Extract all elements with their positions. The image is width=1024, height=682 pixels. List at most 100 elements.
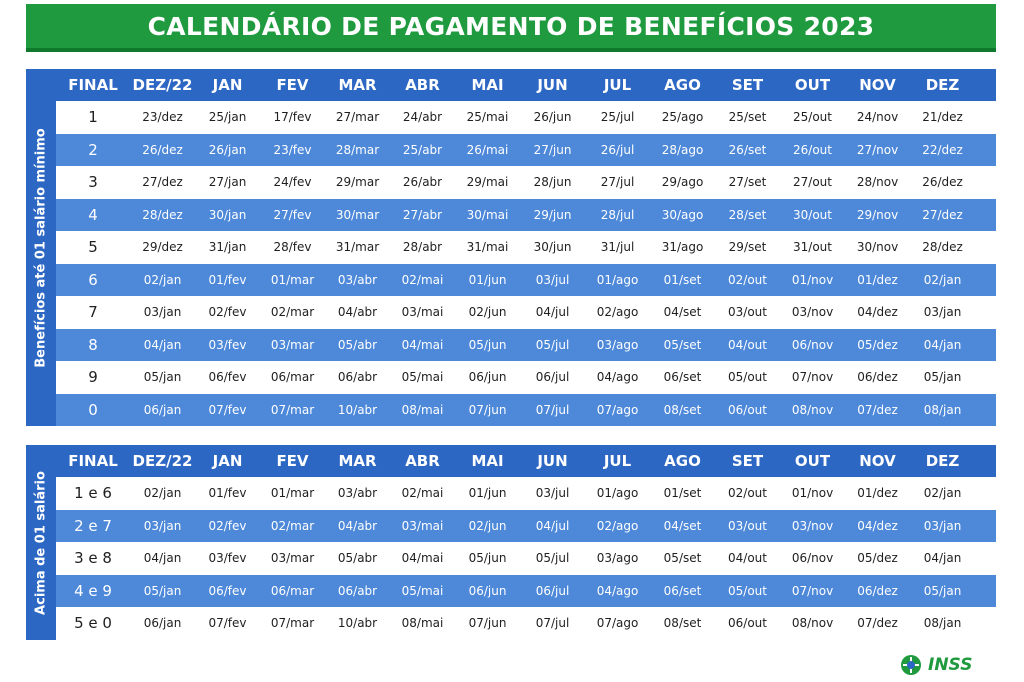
payment-date-cell: 06/set: [663, 370, 702, 385]
payment-date-cell: 03/jul: [535, 272, 570, 287]
payment-date-cell: 03/ago: [596, 551, 639, 566]
payment-date-cell: 07/jun: [468, 616, 507, 631]
payment-date-cell: 05/jul: [535, 551, 570, 566]
payment-date-cell: 31/jul: [600, 240, 635, 255]
payment-date-cell: 26/out: [793, 142, 832, 157]
payment-date-cell: 05/mai: [401, 370, 444, 385]
payment-date-cell: 27/out: [793, 175, 832, 190]
payment-date-cell: 01/jun: [468, 272, 507, 287]
table-row: 9 05/jan 06/fev 06/mar 06/abr 05/mai 06/jun 06/…: [56, 361, 996, 394]
payment-date-cell: 27/dez: [142, 175, 183, 190]
payment-date-cell: 29/jun: [533, 207, 572, 222]
table-row: 1 23/dez 25/jan 17/fev 27/mar 24/abr 25/mai 26/…: [56, 101, 996, 134]
payment-date-cell: 30/jan: [208, 207, 247, 222]
column-header-month: OUT: [794, 76, 831, 94]
table-row: 6 02/jan 01/fev 01/mar 03/abr 02/mai 01/jun 03/…: [56, 263, 996, 296]
payment-date-cell: 07/fev: [208, 402, 247, 417]
final-digit-cell: 2 e 7: [74, 516, 112, 535]
payment-date-cell: 02/mar: [270, 518, 315, 533]
title-banner: CALENDÁRIO DE PAGAMENTO DE BENEFÍCIOS 20…: [26, 4, 996, 52]
payment-date-cell: 02/mar: [270, 305, 315, 320]
payment-date-cell: 03/jan: [923, 305, 962, 320]
header-row: FINAL DEZ/22 JAN FEV MAR ABR MAI JUN JUL AGO SET OU…: [56, 69, 996, 101]
payment-table: FINAL DEZ/22 JAN FEV MAR ABR MAI JUN JUL AGO SET OU…: [56, 69, 996, 426]
payment-date-cell: 04/jan: [923, 337, 962, 352]
column-header-month: DEZ/22: [132, 452, 193, 470]
payment-date-cell: 06/fev: [208, 583, 247, 598]
column-header-month: SET: [731, 76, 764, 94]
payment-date-cell: 25/set: [728, 110, 767, 125]
payment-date-cell: 08/nov: [791, 402, 834, 417]
column-header-month: MAI: [471, 452, 504, 470]
payment-date-cell: 02/jun: [468, 305, 507, 320]
table-row: 3 e 8 04/jan 03/fev 03/mar 05/abr 04/mai 05/ju…: [56, 542, 996, 575]
payment-date-cell: 27/fev: [273, 207, 312, 222]
payment-date-cell: 28/set: [728, 207, 767, 222]
payment-date-cell: 04/jan: [923, 551, 962, 566]
payment-date-cell: 02/ago: [596, 305, 639, 320]
payment-date-cell: 06/abr: [337, 370, 378, 385]
payment-date-cell: 08/set: [663, 402, 702, 417]
table-row: 5 e 0 06/jan 07/fev 07/mar 10/abr 08/mai 07/ju…: [56, 607, 996, 640]
payment-date-cell: 31/out: [793, 240, 832, 255]
final-digit-cell: 4 e 9: [74, 581, 112, 600]
payment-date-cell: 05/jan: [923, 583, 962, 598]
payment-date-cell: 03/abr: [337, 486, 378, 501]
payment-date-cell: 03/mai: [401, 518, 444, 533]
payment-date-cell: 04/jan: [143, 551, 182, 566]
payment-date-cell: 01/fev: [208, 486, 247, 501]
payment-date-cell: 24/abr: [402, 110, 443, 125]
payment-date-cell: 03/out: [728, 518, 767, 533]
payment-date-cell: 26/jun: [533, 110, 572, 125]
payment-date-cell: 04/out: [728, 337, 767, 352]
payment-date-cell: 02/mai: [401, 272, 444, 287]
payment-date-cell: 29/dez: [142, 240, 183, 255]
payment-date-cell: 07/jul: [535, 616, 570, 631]
payment-date-cell: 03/nov: [791, 305, 834, 320]
column-header-month: JAN: [212, 452, 243, 470]
payment-date-cell: 30/nov: [856, 240, 899, 255]
payment-date-cell: 03/mar: [270, 337, 315, 352]
payment-date-cell: 01/ago: [596, 272, 639, 287]
payment-date-cell: 08/jan: [923, 402, 962, 417]
payment-date-cell: 30/out: [793, 207, 832, 222]
payment-date-cell: 02/jan: [143, 486, 182, 501]
payment-date-cell: 02/jan: [923, 486, 962, 501]
payment-date-cell: 07/jul: [535, 402, 570, 417]
payment-date-cell: 03/jan: [923, 518, 962, 533]
table-row: 1 e 6 02/jan 01/fev 01/mar 03/abr 02/mai 01/ju…: [56, 477, 996, 510]
final-digit-cell: 6: [88, 270, 98, 289]
payment-date-cell: 23/dez: [142, 110, 183, 125]
payment-date-cell: 26/dez: [142, 142, 183, 157]
payment-date-cell: 29/mai: [466, 175, 509, 190]
payment-date-cell: 01/jun: [468, 486, 507, 501]
payment-date-cell: 03/jul: [535, 486, 570, 501]
payment-date-cell: 27/dez: [922, 207, 963, 222]
final-digit-cell: 1: [88, 108, 98, 127]
payment-date-cell: 06/jun: [468, 583, 507, 598]
payment-date-cell: 29/ago: [661, 175, 704, 190]
payment-date-cell: 05/set: [663, 551, 702, 566]
payment-date-cell: 03/mar: [270, 551, 315, 566]
final-digit-cell: 9: [88, 368, 98, 387]
column-header-month: SET: [731, 452, 764, 470]
column-header-month: JAN: [212, 76, 243, 94]
table-row: 3 27/dez 27/jan 24/fev 29/mar 26/abr 29/mai 28/…: [56, 166, 996, 199]
section-label: Benefícios até 01 salário mínimo: [33, 127, 49, 368]
payment-date-cell: 03/mai: [401, 305, 444, 320]
payment-date-cell: 01/nov: [791, 486, 834, 501]
payment-date-cell: 05/abr: [337, 337, 378, 352]
final-digit-cell: 3 e 8: [74, 549, 112, 568]
payment-date-cell: 17/fev: [273, 110, 312, 125]
table-section-minimum-wage: Benefícios até 01 salário mínimo FINAL DE…: [26, 69, 996, 426]
payment-date-cell: 05/jun: [468, 551, 507, 566]
column-header-month: ABR: [405, 452, 440, 470]
payment-date-cell: 27/jan: [208, 175, 247, 190]
inss-logo: INSS: [898, 654, 972, 676]
payment-date-cell: 29/mar: [335, 175, 380, 190]
column-header-final: FINAL: [68, 452, 118, 470]
payment-date-cell: 26/set: [728, 142, 767, 157]
payment-date-cell: 31/mar: [335, 240, 380, 255]
payment-date-cell: 06/nov: [791, 551, 834, 566]
payment-date-cell: 26/mai: [466, 142, 509, 157]
